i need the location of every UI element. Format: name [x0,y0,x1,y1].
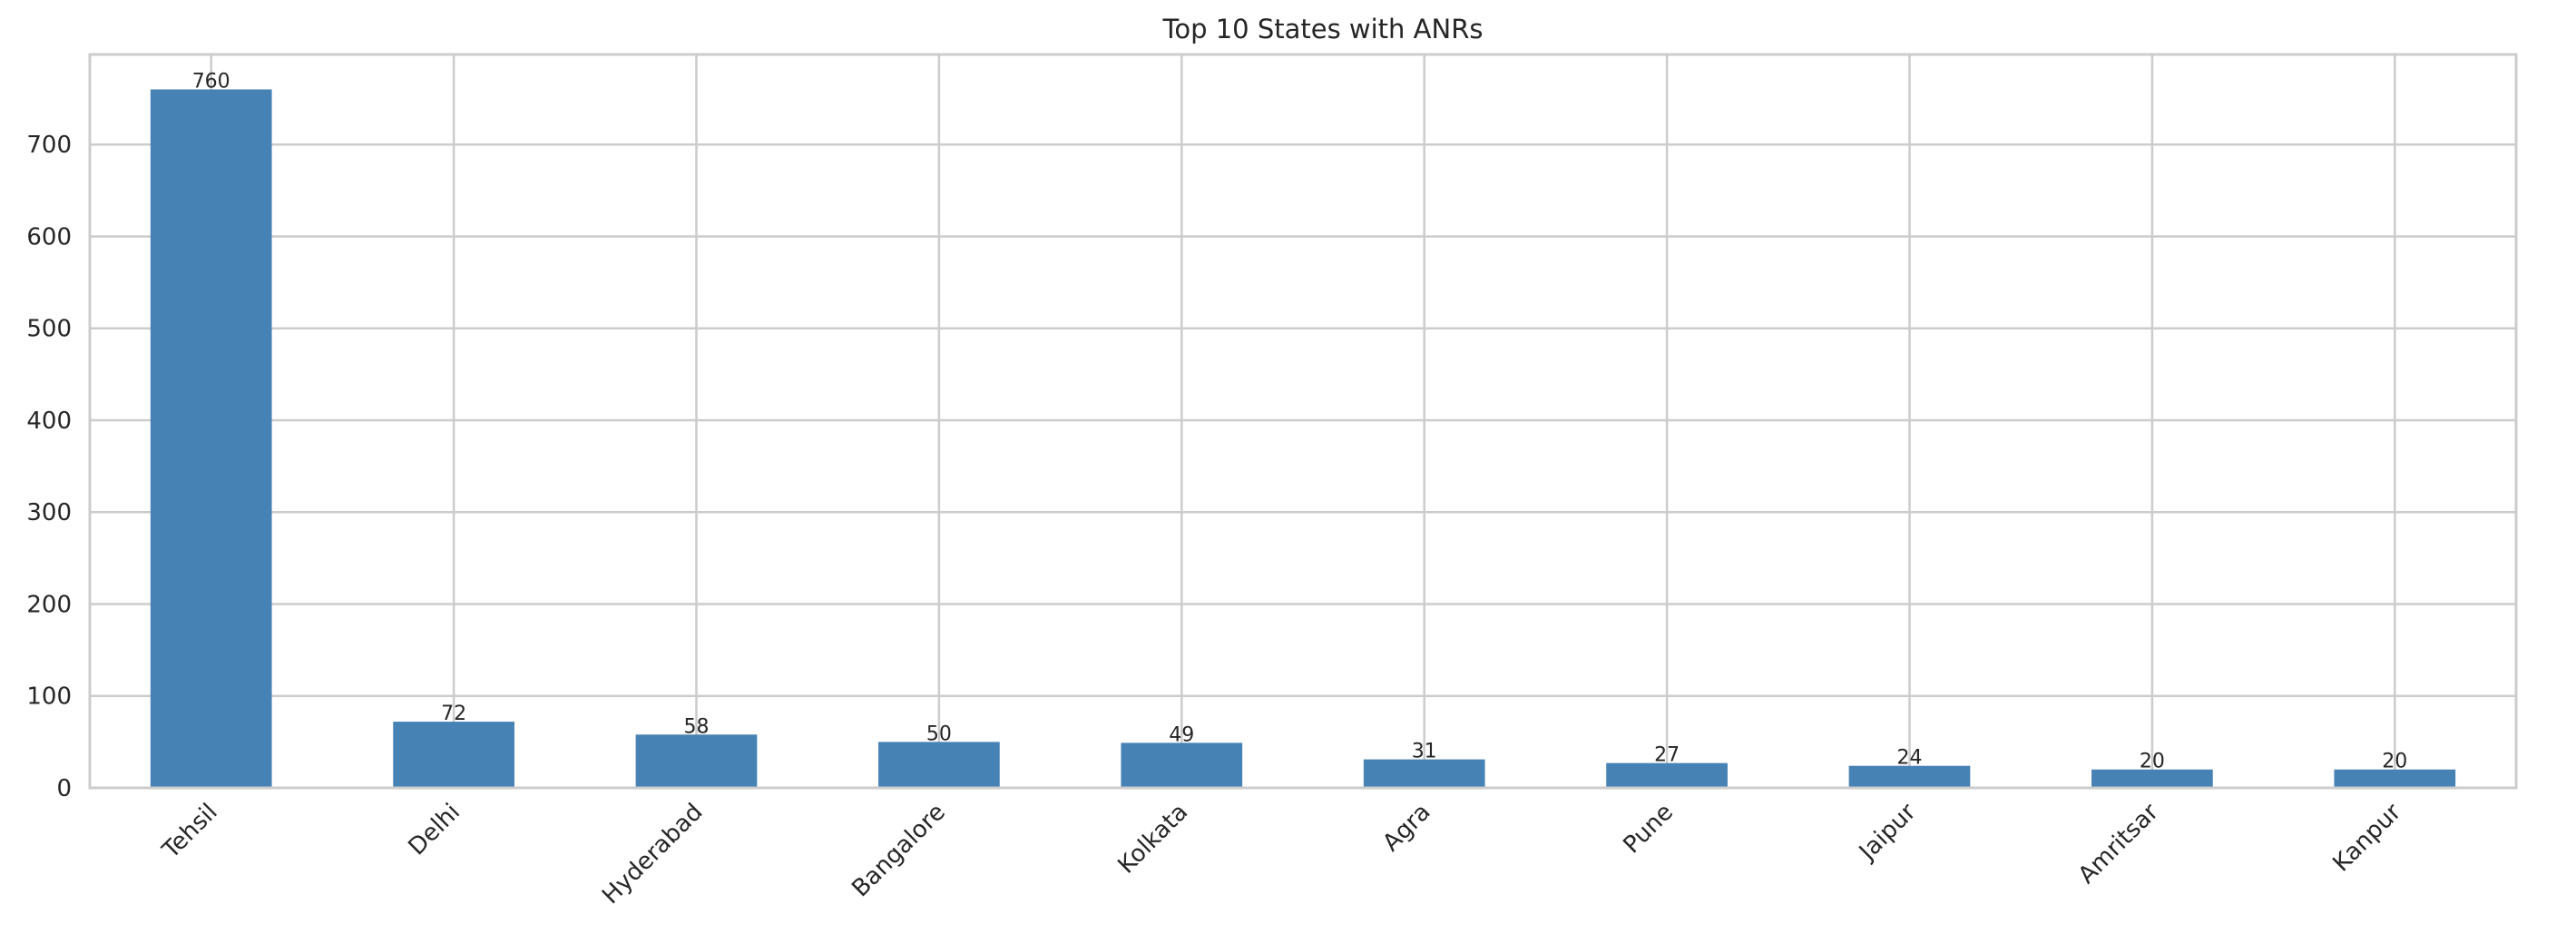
bar-data-label: 20 [2382,751,2407,773]
bar [1606,762,1728,788]
bar-layer [150,89,2456,788]
bar-data-label: 31 [1412,741,1437,763]
bar [2334,769,2456,788]
data-label-layer: 760 72 58 50 49 31 27 24 20 20 [192,70,2408,772]
plot-frame [88,53,2518,790]
bar [1121,742,1243,788]
chart-title: Top 10 States with ANRs [1162,14,1484,44]
bar-data-label: 24 [1897,747,1923,770]
bar-data-label: 58 [684,715,710,738]
grid-layer [90,54,2516,790]
bar-data-label: 49 [1169,723,1194,746]
bar [878,742,1000,788]
y-tick-label: 300 [26,499,72,526]
y-tick-label: 700 [26,132,72,159]
bar [2091,769,2213,788]
bar-data-label: 50 [926,723,952,745]
y-tick-label: 600 [26,223,72,251]
bar [150,89,272,788]
bar [393,722,514,788]
bar [1848,765,1971,788]
y-tick-label: 200 [26,591,72,618]
y-tick-label: 0 [56,775,72,802]
bar-data-label: 27 [1654,744,1680,767]
y-tick-label: 100 [26,683,72,711]
bar-data-label: 72 [441,703,466,725]
y-tick-label: 500 [26,316,72,343]
bar [635,734,758,788]
bar-data-label: 760 [192,70,230,93]
y-tick-label: 400 [26,408,72,435]
bar-data-label: 20 [2140,751,2165,773]
bar [1363,759,1485,788]
